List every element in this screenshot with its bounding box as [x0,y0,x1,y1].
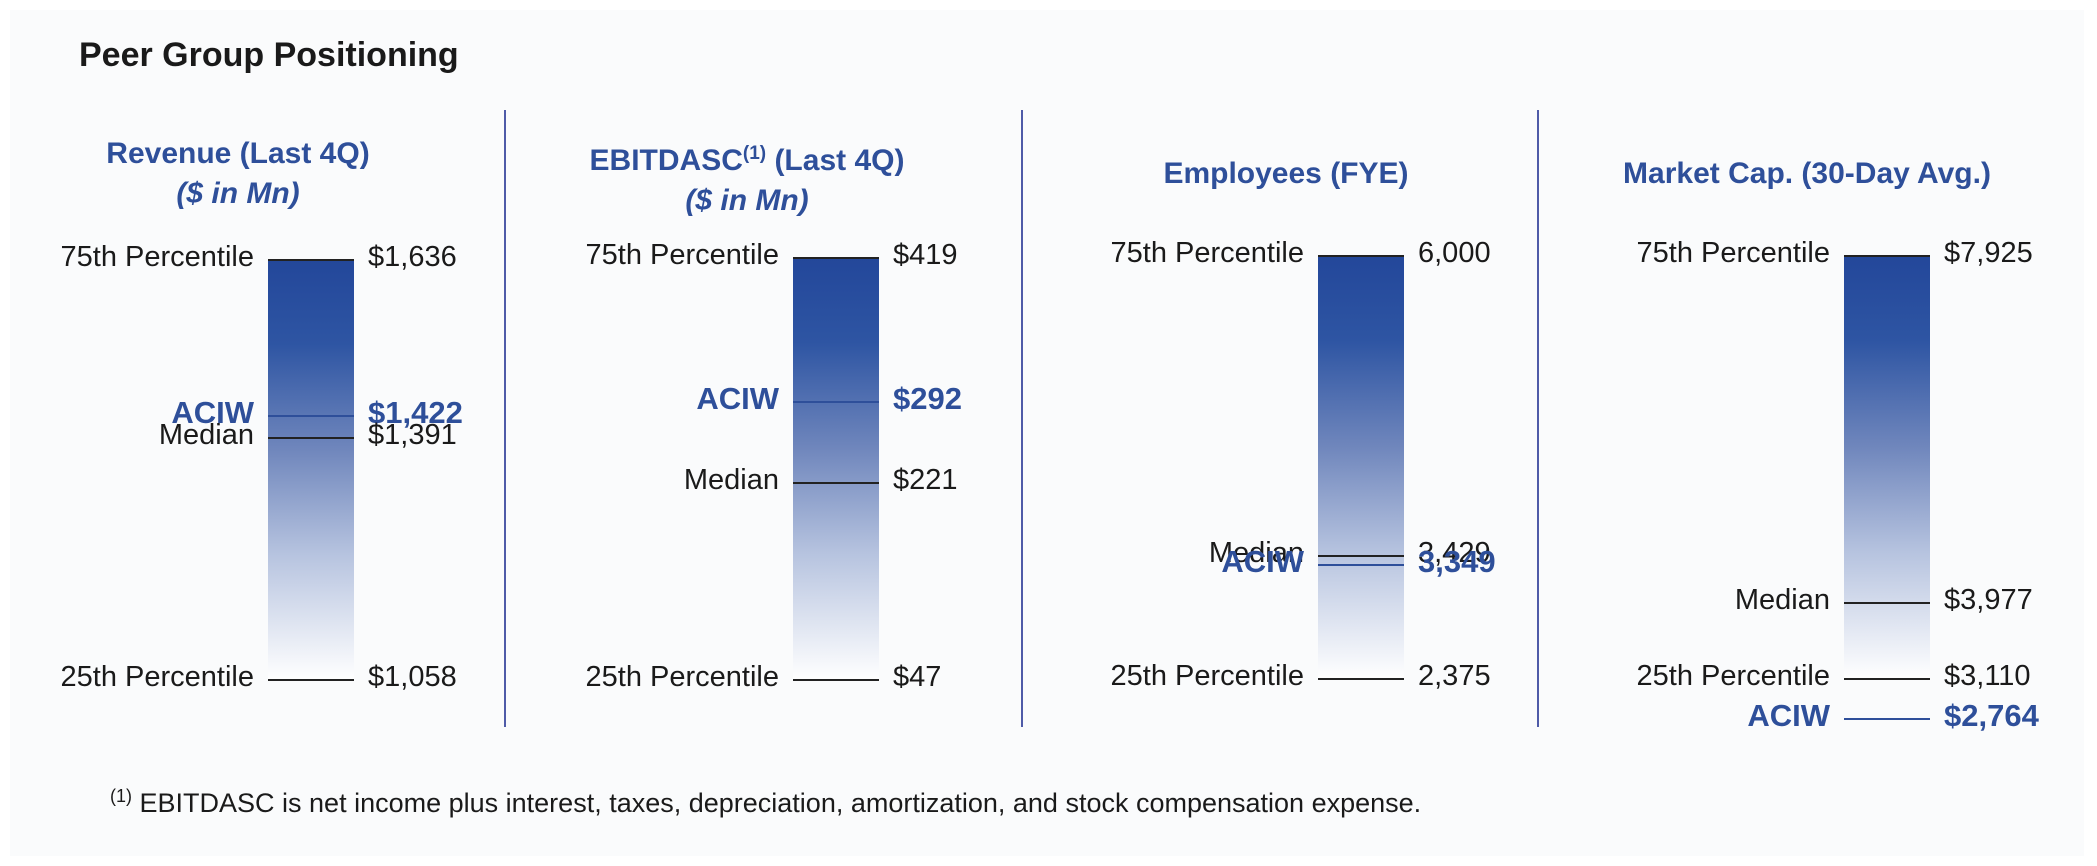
marker-line-p25 [1318,678,1404,680]
marker-label-p75: 75th Percentile [585,239,779,271]
percentile-range-bar [1844,256,1930,679]
marker-value-aciw: 3,349 [1418,544,1496,579]
panel-title-suffix: (Last 4Q) [766,144,905,177]
panel-title: Market Cap. (30-Day Avg.) [1557,154,2057,194]
marker-label-aciw: ACIW [1747,698,1830,733]
marker-label-median: Median [1734,584,1830,616]
panel-divider [1021,110,1023,727]
marker-value-p25: $1,058 [368,661,457,693]
marker-value-median: 3,429 [1418,537,1491,569]
percentile-range-bar [793,258,879,680]
marker-line-aciw [1318,564,1404,566]
marker-line-p75 [268,259,354,261]
panel-title-text: EBITDASC [589,144,743,177]
marker-label-median: Median [1208,537,1304,569]
marker-label-p25: 25th Percentile [585,661,779,693]
marker-line-median [793,482,879,484]
marker-line-p25 [1844,678,1930,680]
marker-value-aciw: $292 [893,381,962,416]
footnote-marker: (1) [110,786,132,806]
marker-line-aciw [268,415,354,417]
panel-title: Revenue (Last 4Q) ($ in Mn) [0,134,488,214]
marker-value-p75: $7,925 [1944,237,2033,269]
marker-value-p25: 2,375 [1418,660,1491,692]
marker-line-median [1844,602,1930,604]
panel-subtitle: ($ in Mn) [176,177,300,210]
marker-label-p25: 25th Percentile [60,661,254,693]
marker-label-aciw: ACIW [1221,544,1304,579]
marker-line-p25 [793,679,879,681]
footnote: (1) EBITDASC is net income plus interest… [110,786,1421,819]
marker-line-median [268,437,354,439]
footnote-text: EBITDASC is net income plus interest, ta… [139,788,1422,818]
marker-line-aciw [793,401,879,403]
marker-line-median [1318,555,1404,557]
panel-title: Employees (FYE) [1036,154,1536,194]
marker-value-p75: $419 [893,239,958,271]
panel-subtitle: ($ in Mn) [685,184,809,217]
marker-value-aciw: $2,764 [1944,698,2039,733]
marker-label-median: Median [158,419,254,451]
percentile-range-bar [268,260,354,680]
marker-value-p75: 6,000 [1418,237,1491,269]
marker-value-median: $3,977 [1944,584,2033,616]
panel-divider [1537,110,1539,727]
marker-line-p75 [1844,255,1930,257]
marker-value-p25: $47 [893,661,942,693]
marker-value-p75: $1,636 [368,241,457,273]
panel-divider [504,110,506,727]
panel-title-text: Revenue (Last 4Q) [106,137,370,170]
marker-label-p25: 25th Percentile [1636,660,1830,692]
panel-title-footnote-marker: (1) [742,143,767,164]
marker-line-p25 [268,679,354,681]
percentile-range-bar [1318,256,1404,679]
marker-label-aciw: ACIW [171,395,254,430]
panel-title: EBITDASC(1) (Last 4Q) ($ in Mn) [497,134,997,221]
marker-label-p75: 75th Percentile [60,241,254,273]
marker-label-p75: 75th Percentile [1636,237,1830,269]
marker-label-aciw: ACIW [696,381,779,416]
marker-label-median: Median [683,464,779,496]
marker-label-p25: 25th Percentile [1110,660,1304,692]
panel-title-text: Employees (FYE) [1163,157,1409,190]
marker-value-p25: $3,110 [1944,660,2031,692]
marker-value-median: $221 [893,464,958,496]
chart-card [10,10,2084,856]
marker-label-p75: 75th Percentile [1110,237,1304,269]
page-title: Peer Group Positioning [79,36,459,74]
marker-line-p75 [793,257,879,259]
marker-value-aciw: $1,422 [368,395,463,430]
marker-line-aciw [1844,718,1930,720]
marker-line-p75 [1318,255,1404,257]
panel-title-text: Market Cap. (30-Day Avg.) [1623,157,1991,190]
marker-value-median: $1,391 [368,419,457,451]
